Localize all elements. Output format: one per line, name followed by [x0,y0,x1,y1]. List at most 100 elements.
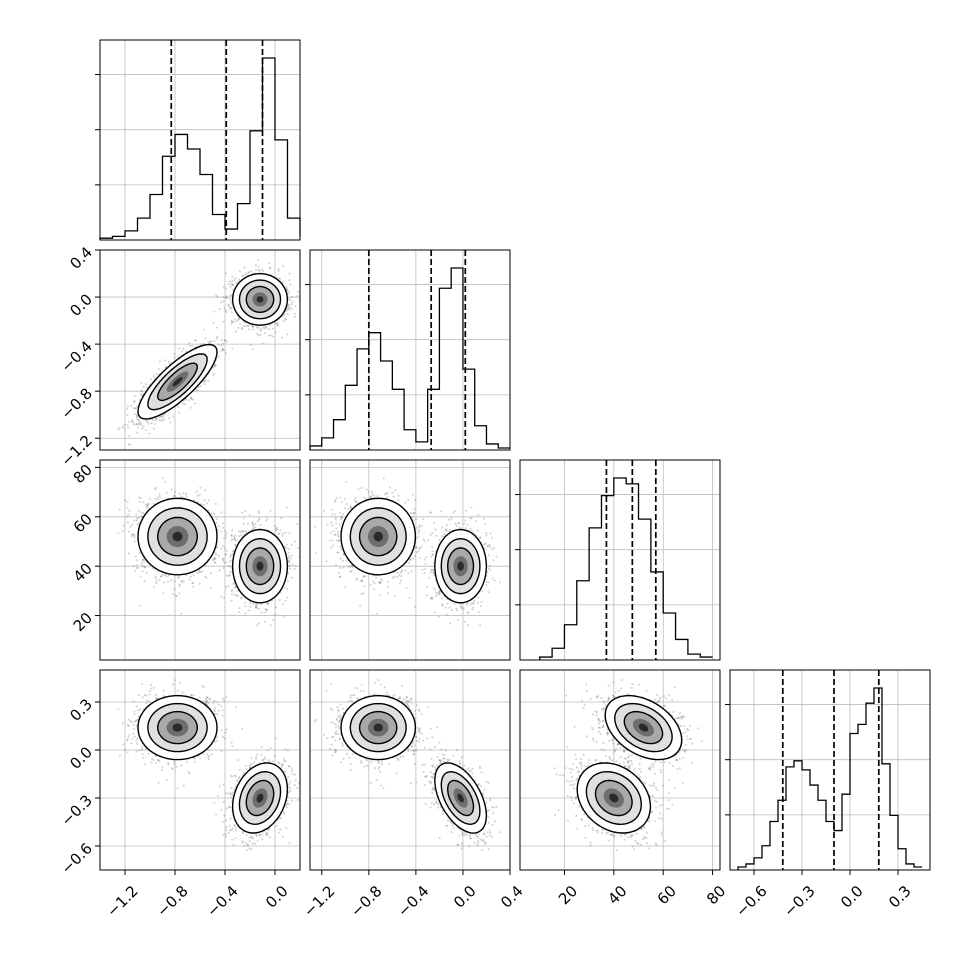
scatter-point [220,511,223,514]
scatter-point [138,496,140,499]
scatter-point [157,495,160,498]
scatter-point [258,607,260,610]
scatter-point [224,296,227,299]
scatter-point [276,324,279,327]
scatter-point [242,517,245,520]
scatter-point [218,569,221,572]
scatter-point [228,280,231,283]
scatter-point [132,407,135,410]
scatter-point [210,586,212,589]
scatter-point [180,579,183,582]
scatter-point [229,294,232,297]
scatter-point [123,423,126,426]
scatter-point [134,407,137,410]
scatter-point [160,415,163,418]
scatter-point [269,324,272,327]
histogram-panel-4 [725,669,931,871]
scatter-point [252,325,254,328]
scatter-point [152,502,155,505]
scatter-point [213,372,216,375]
scatter-point [139,422,142,425]
scatter-point [214,557,217,560]
scatter-point [199,486,202,489]
scatter-point [188,399,191,402]
scatter-point [159,415,162,418]
scatter-point [286,333,289,336]
scatter-point [287,304,290,307]
scatter-point [276,322,279,324]
scatter-point [240,327,243,330]
scatter-point [207,499,210,502]
histogram-panel-2 [305,249,511,451]
scatter-point [139,575,142,578]
scatter-point [283,317,286,320]
scatter-point [231,280,234,283]
scatter-point [152,586,155,589]
scatter-point [173,356,176,359]
scatter-point [216,295,219,298]
scatter-point [126,521,129,524]
scatter-point [225,352,227,355]
scatter-point [193,402,196,405]
scatter-point [126,407,129,410]
scatter-point [256,332,259,335]
scatter-point [228,307,231,310]
scatter-point [241,328,244,331]
scatter-point [240,534,243,537]
scatter-point [185,350,188,353]
scatter-point [224,553,227,556]
scatter-point [162,581,165,584]
scatter-point [230,321,233,324]
scatter-point [127,530,130,533]
scatter-point [259,333,262,336]
scatter-point [234,277,237,280]
scatter-point [138,420,141,423]
scatter-point [117,428,120,431]
scatter-point [132,421,135,424]
scatter-point [196,494,199,497]
scatter-point [136,567,139,569]
scatter-point [135,423,138,426]
scatter-point [216,326,219,329]
scatter-point [169,421,172,424]
scatter-point [145,420,148,423]
scatter-point [141,427,144,430]
scatter-point [290,308,293,311]
scatter-point [213,310,216,313]
scatter-point [244,273,247,276]
scatter-point [147,504,150,507]
scatter-point [221,348,224,351]
scatter-point [126,405,129,408]
scatter-point [218,307,221,310]
scatter-point [202,380,205,383]
scatter-point [290,543,293,546]
scatter-point [288,548,291,550]
scatter-point [204,489,207,491]
scatter-point [126,424,129,426]
scatter-point [162,418,165,421]
scatter-point [222,300,225,303]
scatter-point [138,500,141,503]
scatter-point [225,561,228,564]
scatter-point [192,398,195,401]
scatter-point [123,499,126,502]
scatter-point [285,310,287,312]
scatter-point [248,323,251,326]
scatter-point [264,325,267,328]
scatter-point [260,611,263,614]
scatter-point [246,324,249,327]
scatter-point [197,386,200,389]
scatter-point [171,593,174,595]
scatter-point [251,521,254,524]
scatter-point [289,306,292,309]
scatter-point [213,512,216,515]
scatter-point [222,596,225,599]
scatter-point [136,405,139,408]
scatter-point [256,326,258,329]
scatter-point [285,285,288,288]
scatter-point [214,502,217,505]
scatter-point [146,386,149,389]
scatter-point [227,565,230,567]
scatter-point [288,561,291,564]
